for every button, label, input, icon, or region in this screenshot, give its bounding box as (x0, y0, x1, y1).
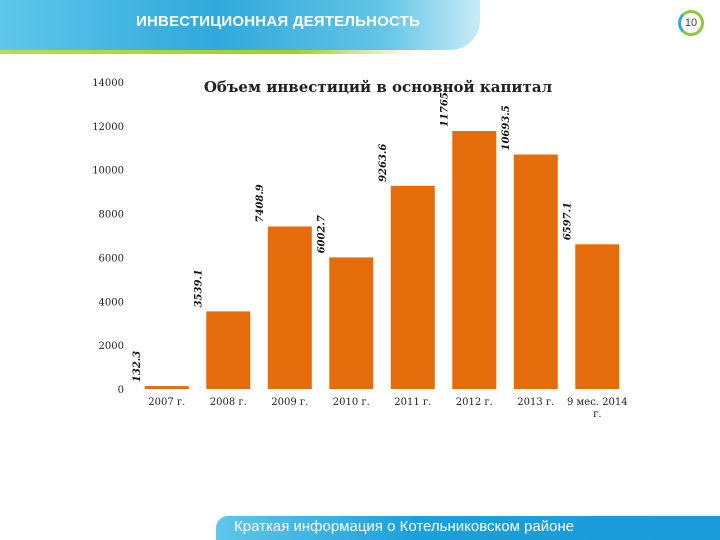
bar (390, 185, 435, 389)
page-number-badge: 10 (678, 10, 704, 36)
y-tick-label: 8000 (99, 210, 124, 221)
bar (144, 386, 189, 389)
x-category-label: 2007 г. (148, 397, 185, 408)
bar-value-label: 10693.5 (501, 105, 512, 150)
y-tick-label: 14000 (92, 78, 124, 89)
y-tick-label: 10000 (92, 166, 124, 177)
bar (329, 257, 374, 389)
bar (452, 131, 497, 389)
header-accent-stripe (0, 50, 420, 54)
footer-caption: Краткая информация о Котельниковском рай… (234, 518, 575, 535)
footer-band (216, 516, 720, 540)
y-tick-label: 12000 (92, 122, 124, 133)
bar (513, 154, 558, 389)
x-category-label: 2008 г. (210, 397, 247, 408)
bar-value-label: 132.3 (132, 351, 143, 382)
chart-title: Объем инвестиций в основной капитал (204, 78, 553, 96)
bar (267, 226, 312, 389)
x-category-label: 2009 г. (271, 397, 308, 408)
bar-value-label: 6597.1 (562, 202, 573, 240)
x-category-label: 2012 г. (456, 397, 493, 408)
y-tick-label: 6000 (99, 253, 124, 264)
page-title: ИНВЕСТИЦИОННАЯ ДЕЯТЕЛЬНОСТЬ (136, 13, 420, 30)
y-tick-label: 2000 (99, 341, 124, 352)
bar-value-label: 11765 (439, 92, 450, 127)
bar (575, 244, 620, 389)
y-tick-label: 4000 (99, 297, 124, 308)
bar-value-label: 6002.7 (316, 215, 327, 253)
x-category-label: 2010 г. (333, 397, 370, 408)
page-number: 10 (684, 17, 698, 29)
bar-value-label: 9263.6 (378, 144, 389, 182)
bar (206, 311, 251, 389)
y-tick-label: 0 (118, 385, 124, 396)
bar-value-label: 3539.1 (193, 269, 204, 307)
x-category-label: 9 мес. 2014 г. (567, 397, 628, 420)
x-category-label: 2013 г. (517, 397, 554, 408)
bar-value-label: 7408.9 (255, 184, 266, 222)
x-category-label: 2011 г. (394, 397, 431, 408)
header-band (0, 0, 480, 50)
